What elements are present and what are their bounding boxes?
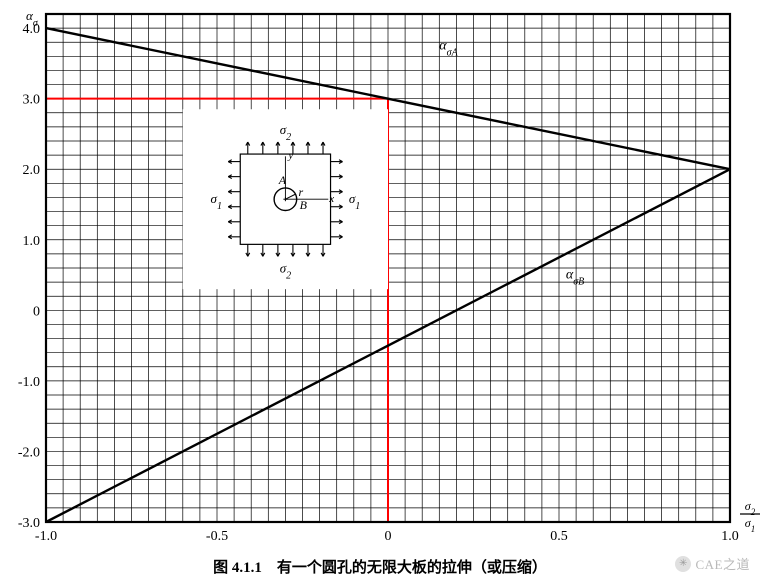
y-tick-label: 3.0 [23,93,41,108]
watermark: ✳ CAE之道 [675,554,750,573]
x-tick-label: 0.5 [550,529,568,544]
x-tick-label: -1.0 [35,529,57,544]
chart-svg: ασAασB-1.0-0.500.51.0-3.0-2.0-1.001.02.0… [0,0,760,579]
inset-diagram: rABxyσ2σ2σ1σ1 [183,109,388,289]
x-tick-label: 1.0 [721,529,739,544]
svg-text:B: B [300,198,308,212]
wechat-icon: ✳ [675,556,691,572]
y-tick-label: 1.0 [23,234,41,249]
x-tick-label: -0.5 [206,529,228,544]
y-tick-label: -3.0 [18,516,40,531]
y-tick-label: -1.0 [18,375,40,390]
y-tick-label: 0 [33,304,40,319]
svg-text:r: r [299,185,304,199]
y-tick-label: -2.0 [18,445,40,460]
svg-text:x: x [328,193,334,205]
watermark-text: CAE之道 [695,554,750,573]
figure-container: ασAασB-1.0-0.500.51.0-3.0-2.0-1.001.02.0… [0,0,760,579]
figure-caption: 图 4.1.1 有一个圆孔的无限大板的拉伸（或压缩） [0,556,760,577]
y-tick-label: 2.0 [23,163,41,178]
x-tick-label: 0 [385,529,392,544]
